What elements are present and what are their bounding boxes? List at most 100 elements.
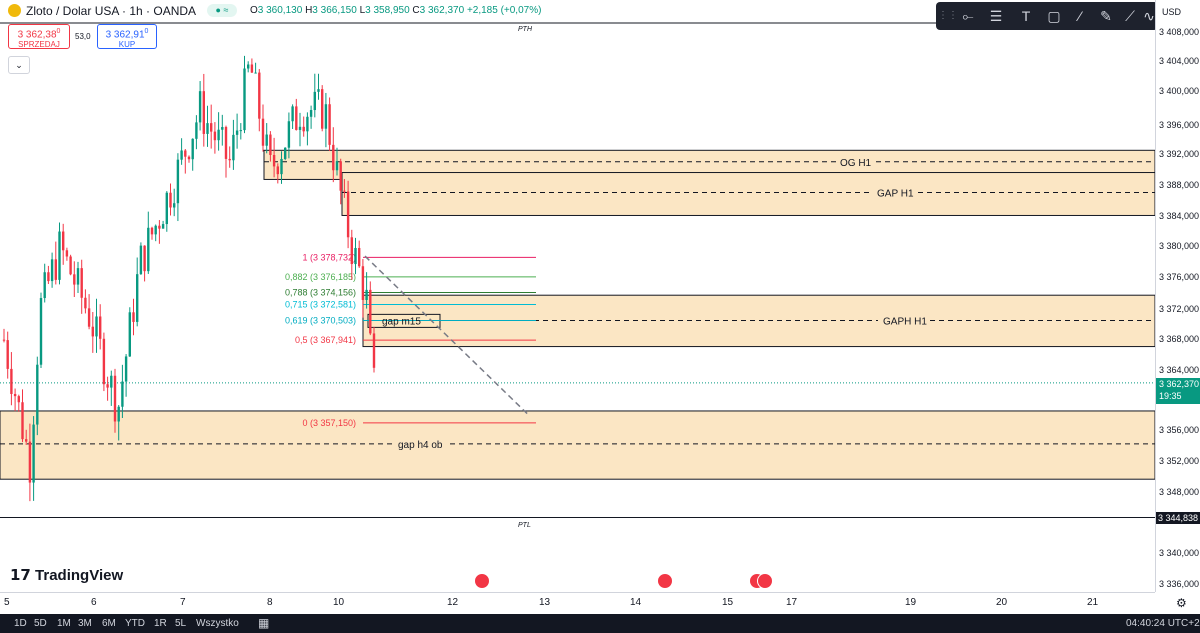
us-economic-event-icon[interactable] xyxy=(757,573,773,589)
price-tick-label: 3 364,000 xyxy=(1158,365,1199,375)
candle-body xyxy=(265,134,268,146)
timeframe-button[interactable]: 5L xyxy=(175,618,187,629)
zone-gap-h1 xyxy=(341,172,1155,216)
tradingview-logo[interactable]: 𝟭𝟳 TradingView xyxy=(10,566,123,584)
horizontal-ray-icon[interactable]: ⟜ xyxy=(962,8,974,24)
candle-body xyxy=(62,231,65,251)
candle-body xyxy=(358,247,361,267)
sell-button[interactable]: 3 362,380 SPRZEDAJ xyxy=(8,24,70,49)
candle-body xyxy=(187,156,191,160)
symbol-title[interactable]: Zloto / Dolar USA · 1h · OANDA xyxy=(26,4,197,18)
rectangle-tool-icon[interactable]: ▢ xyxy=(1047,8,1061,24)
candle-body xyxy=(165,192,168,225)
candle-body xyxy=(346,191,350,238)
clock-readout[interactable]: 04:40:24 UTC+2 xyxy=(1126,618,1200,629)
candle-body xyxy=(269,134,272,155)
candle-body xyxy=(328,104,331,145)
text-tool-icon[interactable]: T xyxy=(1021,8,1031,24)
candle-body xyxy=(217,129,220,141)
candle-body xyxy=(261,118,265,146)
spread-value: 53,0 xyxy=(75,32,91,41)
candle-body xyxy=(247,64,250,69)
market-status-icon[interactable]: ● ≈ xyxy=(207,4,237,17)
candle-body xyxy=(25,439,28,442)
gap-h4-ob-label: gap h4 ob xyxy=(398,440,443,451)
candle-body xyxy=(335,161,339,171)
price-tick-label: 3 380,000 xyxy=(1158,241,1199,251)
candle-body xyxy=(99,316,102,339)
timeframe-button[interactable]: 3M xyxy=(78,618,92,629)
gaph-h1-label: GAPH H1 xyxy=(883,317,927,328)
ohlc-readout: O3 360,130 H3 366,150 L3 358,950 C3 362,… xyxy=(250,5,541,16)
candle-body xyxy=(6,340,9,369)
us-economic-event-icon[interactable] xyxy=(657,573,673,589)
close-value: 3 362,370 xyxy=(419,5,465,16)
pth-label: PTH xyxy=(518,26,533,33)
bar-countdown: 19:35 xyxy=(1159,391,1182,401)
price-tick-label: 3 404,000 xyxy=(1158,56,1199,66)
fib-level-label: 0,715 (3 372,581) xyxy=(285,300,356,310)
collapse-chevron-icon[interactable]: ⌄ xyxy=(8,56,30,74)
open-value: 3 360,130 xyxy=(257,5,303,16)
open-label: O xyxy=(250,5,258,16)
price-tick-label: 3 376,000 xyxy=(1158,272,1199,282)
candle-body xyxy=(298,126,302,130)
timeframe-button[interactable]: 5D xyxy=(34,618,47,629)
timeframe-button[interactable]: YTD xyxy=(125,618,145,629)
chart-pane[interactable]: 1 (3 378,732) 0,882 (3 376,185) 0,788 (3 3… xyxy=(0,22,1155,592)
settings-gear-icon[interactable]: ⚙ xyxy=(1176,596,1187,610)
us-economic-event-icon[interactable] xyxy=(474,573,490,589)
timeframe-button[interactable]: 6M xyxy=(102,618,116,629)
price-axis[interactable]: USD 3 408,000 3 404,000 3 400,000 3 396,000… xyxy=(1155,0,1200,592)
zone-gap-h4-ob xyxy=(0,410,1155,480)
tradingview-mark-icon: 𝟭𝟳 xyxy=(10,567,31,584)
time-tick-label: 10 xyxy=(333,597,345,608)
candle-body xyxy=(2,339,6,341)
trend-line-icon[interactable]: ⁄ xyxy=(1078,8,1082,24)
candle-body xyxy=(21,402,24,440)
high-value: 3 366,150 xyxy=(312,5,357,16)
candle-body xyxy=(202,91,205,134)
candle-body xyxy=(117,406,120,422)
fib-retracement-icon[interactable]: ☰ xyxy=(989,8,1003,24)
buy-button[interactable]: 3 362,910 KUP xyxy=(97,24,157,49)
candle-body xyxy=(110,375,113,388)
time-tick-label: 20 xyxy=(996,597,1008,608)
chart-canvas[interactable]: 1 (3 378,732) 0,882 (3 376,185) 0,788 (3 3… xyxy=(0,22,1155,592)
candle-body xyxy=(232,134,235,161)
candle-body xyxy=(365,289,368,300)
candle-body xyxy=(84,297,87,309)
candle-body xyxy=(339,161,342,191)
bottom-toolbar: 1D 5D 1M 3M 6M YTD 1R 5L Wszystko ▦ 04:40:24 UTC… xyxy=(0,614,1200,633)
timeframe-button[interactable]: 1D xyxy=(14,618,27,629)
time-axis[interactable]: 5 6 7 8 10 12 13 14 15 17 19 20 21 xyxy=(0,592,1155,615)
candle-body xyxy=(10,368,13,394)
brush-tool-icon[interactable]: ✎ xyxy=(1100,8,1112,24)
price-tick-label: 3 388,000 xyxy=(1158,180,1199,190)
date-range-calendar-icon[interactable]: ▦ xyxy=(258,616,270,630)
timeframe-button[interactable]: 1M xyxy=(57,618,71,629)
gap-m15-label: gap m15 xyxy=(382,317,421,328)
candle-body xyxy=(161,224,165,229)
path-tool-icon[interactable]: ∿ xyxy=(1143,8,1155,24)
candle-body xyxy=(28,441,32,483)
price-tick-label: 3 352,000 xyxy=(1158,456,1199,466)
candle-body xyxy=(132,312,135,322)
candle-body xyxy=(69,256,72,275)
highlighter-icon[interactable]: ⟋ xyxy=(1125,8,1135,24)
time-tick-label: 8 xyxy=(267,597,273,608)
candle-body xyxy=(158,225,161,229)
sell-price-sup: 0 xyxy=(56,28,61,35)
og-h1-label-bg xyxy=(836,155,876,168)
candle-body xyxy=(106,384,109,388)
time-tick-label: 14 xyxy=(630,597,642,608)
drag-handle-icon[interactable]: ⋮⋮ xyxy=(938,10,958,21)
candle-body xyxy=(39,298,43,365)
timeframe-button[interactable]: Wszystko xyxy=(196,618,239,629)
candle-body xyxy=(139,245,143,275)
candle-body xyxy=(280,158,283,175)
timeframe-button[interactable]: 1R xyxy=(154,618,167,629)
price-tick-label: 3 372,000 xyxy=(1158,304,1199,314)
candle-body xyxy=(87,308,91,327)
candle-body xyxy=(184,150,187,157)
